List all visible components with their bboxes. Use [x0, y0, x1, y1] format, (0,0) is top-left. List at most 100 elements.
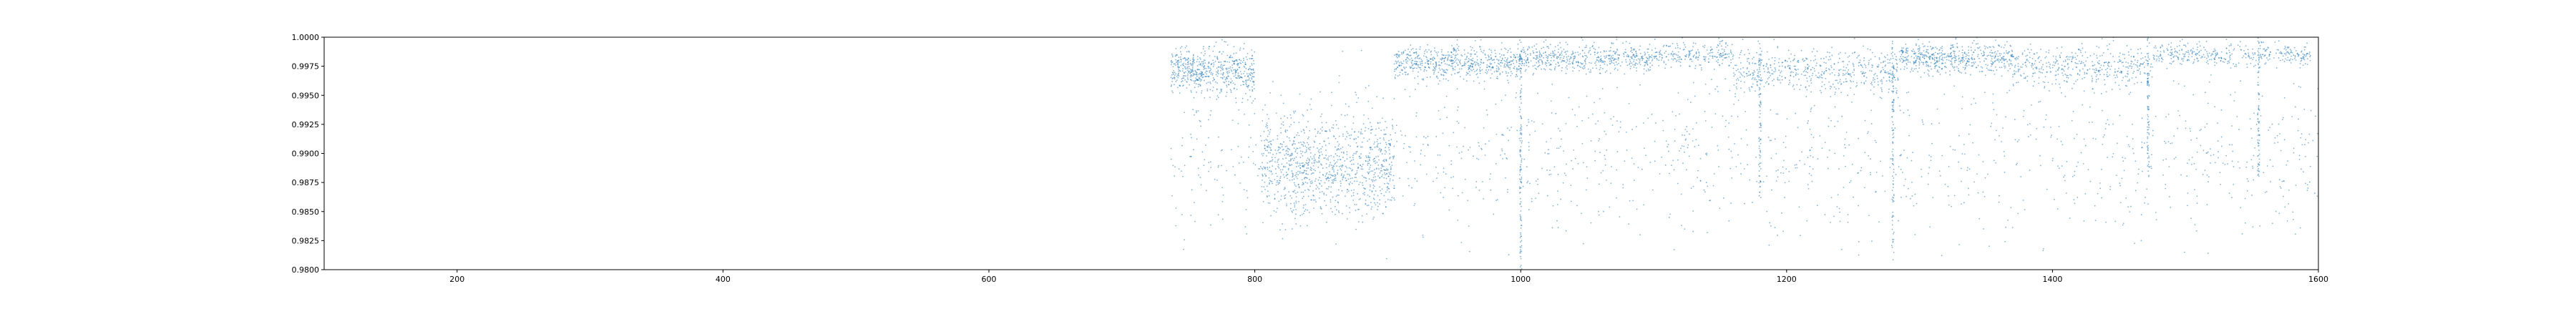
data-point: [1370, 126, 1372, 127]
data-point: [2067, 58, 2069, 60]
data-point: [1609, 63, 1611, 64]
data-point: [1267, 149, 1268, 152]
data-point: [1376, 209, 1378, 211]
data-point: [1398, 56, 1400, 58]
data-point: [2127, 72, 2128, 74]
data-point: [2130, 60, 2132, 62]
data-point: [1974, 59, 1976, 60]
data-point: [1291, 170, 1293, 172]
data-point: [1401, 134, 1402, 136]
data-point: [2183, 56, 2185, 58]
data-point: [1623, 54, 1625, 55]
data-point: [1410, 67, 1411, 69]
data-point: [2161, 44, 2163, 46]
data-point: [1668, 217, 1670, 218]
data-point: [2137, 62, 2138, 64]
data-point: [1999, 53, 2001, 54]
data-point: [1313, 140, 1315, 142]
data-point: [1243, 84, 1244, 86]
data-point: [1188, 72, 1190, 73]
data-point: [1301, 179, 1303, 181]
data-point: [2119, 52, 2121, 54]
data-point: [2243, 49, 2245, 52]
data-point: [1574, 55, 1576, 57]
data-point: [1565, 54, 1567, 55]
data-point: [1372, 170, 1374, 172]
data-point: [1204, 50, 1206, 52]
data-point: [1313, 195, 1315, 197]
data-point: [1566, 65, 1568, 67]
data-point: [1561, 54, 1563, 56]
data-point: [1342, 177, 1345, 179]
data-point: [1289, 149, 1291, 150]
data-point: [1171, 84, 1173, 86]
data-point: [2059, 83, 2060, 85]
data-point: [1941, 59, 1943, 60]
data-point: [1354, 177, 1356, 178]
data-point: [1414, 63, 1416, 65]
data-point: [1935, 46, 1937, 49]
data-point: [1886, 54, 1888, 56]
data-point: [2046, 66, 2048, 67]
data-point: [1426, 61, 1428, 62]
data-point: [1414, 57, 1416, 59]
data-point: [1264, 147, 1266, 149]
data-point: [1568, 61, 1571, 62]
data-point: [1710, 52, 1712, 54]
data-point: [2302, 56, 2304, 58]
data-point: [1358, 156, 1360, 158]
data-point: [1458, 59, 1460, 61]
data-point: [1304, 190, 1306, 192]
data-point: [1766, 81, 1768, 83]
data-point: [1763, 86, 1765, 87]
data-point: [1414, 60, 1416, 62]
data-point: [1559, 145, 1561, 147]
data-point: [2298, 154, 2301, 157]
data-point: [2231, 53, 2233, 55]
data-point: [1284, 195, 1285, 197]
data-point: [1294, 184, 1296, 186]
data-point: [1433, 72, 1435, 74]
data-point: [1222, 68, 1224, 69]
data-point: [1555, 63, 1557, 65]
data-point: [1625, 61, 1627, 63]
data-point: [2034, 67, 2036, 69]
data-point: [1345, 165, 1347, 167]
data-point: [2144, 72, 2146, 74]
data-point: [2062, 61, 2064, 62]
data-point: [1250, 137, 1252, 139]
data-point: [1589, 69, 1591, 71]
data-point: [1250, 69, 1252, 71]
data-point: [2130, 56, 2132, 57]
data-point: [2253, 54, 2254, 56]
data-point: [1756, 52, 1757, 54]
data-point: [1177, 63, 1179, 65]
data-point: [2136, 64, 2138, 67]
data-point: [1217, 97, 1219, 99]
data-point: [2140, 62, 2142, 64]
data-point: [1974, 63, 1975, 64]
data-point: [1668, 54, 1669, 55]
data-point: [1747, 74, 1750, 77]
data-point: [1456, 44, 1458, 46]
data-point: [1240, 73, 1242, 75]
data-point: [1727, 44, 1729, 46]
data-point: [1820, 77, 1822, 79]
data-point: [1343, 152, 1345, 154]
data-point: [1820, 89, 1821, 92]
data-point: [1584, 52, 1586, 54]
data-point: [2219, 172, 2221, 174]
data-point: [2282, 55, 2284, 57]
data-point: [1527, 180, 1529, 182]
data-point: [1979, 61, 1981, 63]
data-point: [1317, 161, 1319, 163]
data-point: [1261, 153, 1263, 155]
data-point: [2007, 69, 2009, 72]
data-point: [1488, 69, 1490, 71]
data-point: [1644, 53, 1646, 55]
data-point: [1507, 65, 1509, 67]
data-point: [1674, 129, 1676, 130]
data-point: [1517, 69, 1519, 71]
data-point: [1311, 162, 1313, 164]
data-point: [1419, 61, 1421, 63]
